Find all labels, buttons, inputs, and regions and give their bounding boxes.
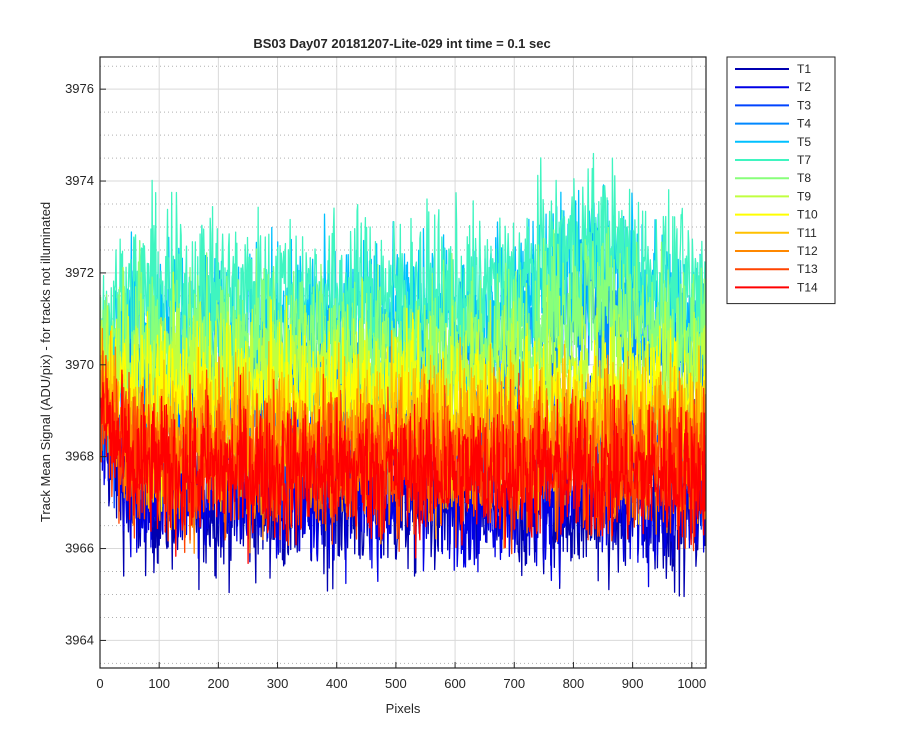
x-tick-label: 200 <box>208 676 230 691</box>
x-tick-label: 300 <box>267 676 289 691</box>
x-tick-label: 600 <box>444 676 466 691</box>
y-tick-label: 3974 <box>65 173 94 188</box>
legend[interactable]: T1 T2 T3 T4 T5 T7 T8 T9 T10 T11 T12 T13 T14 <box>726 56 836 305</box>
legend-label-t7[interactable]: T7 <box>797 153 811 167</box>
legend-label-t4[interactable]: T4 <box>797 117 811 131</box>
x-tick-label: 400 <box>326 676 348 691</box>
legend-label-t13[interactable]: T13 <box>797 262 818 276</box>
x-tick-label: 700 <box>503 676 525 691</box>
legend-label-t11[interactable]: T11 <box>797 226 817 240</box>
legend-label-t2[interactable]: T2 <box>797 80 811 94</box>
y-axis-label: Track Mean Signal (ADU/pix) - for tracks… <box>38 202 53 522</box>
legend-box <box>726 56 836 305</box>
legend-label-t14[interactable]: T14 <box>797 280 818 294</box>
y-tick-label: 3966 <box>65 541 94 556</box>
x-tick-label: 900 <box>622 676 644 691</box>
legend-label-t3[interactable]: T3 <box>797 98 811 112</box>
y-tick-label: 3968 <box>65 449 94 464</box>
y-axis: 3964 3966 3968 3970 3972 3974 3976 <box>65 81 106 647</box>
legend-label-t1[interactable]: T1 <box>797 62 811 76</box>
chart-title: BS03 Day07 20181207-Lite-029 int time = … <box>253 36 550 51</box>
legend-label-t8[interactable]: T8 <box>797 171 811 185</box>
x-axis: 0 100 200 300 400 500 600 700 800 900 1000 <box>96 662 706 691</box>
y-tick-label: 3970 <box>65 357 94 372</box>
x-tick-label: 1000 <box>677 676 706 691</box>
x-tick-label: 500 <box>385 676 407 691</box>
x-tick-label: 0 <box>96 676 103 691</box>
y-tick-label: 3976 <box>65 81 94 96</box>
x-axis-label: Pixels <box>386 701 421 716</box>
series-line-t14 <box>100 369 706 565</box>
x-tick-label: 100 <box>148 676 170 691</box>
x-tick-label: 800 <box>563 676 585 691</box>
plot-frame <box>99 56 707 669</box>
legend-label-t12[interactable]: T12 <box>797 244 818 258</box>
y-tick-label: 3964 <box>65 632 94 647</box>
series-layer <box>100 152 706 598</box>
legend-label-t9[interactable]: T9 <box>797 189 811 203</box>
series-line-t7 <box>100 152 706 414</box>
legend-label-t5[interactable]: T5 <box>797 135 811 149</box>
legend-label-t10[interactable]: T10 <box>797 208 818 222</box>
y-tick-label: 3972 <box>65 265 94 280</box>
